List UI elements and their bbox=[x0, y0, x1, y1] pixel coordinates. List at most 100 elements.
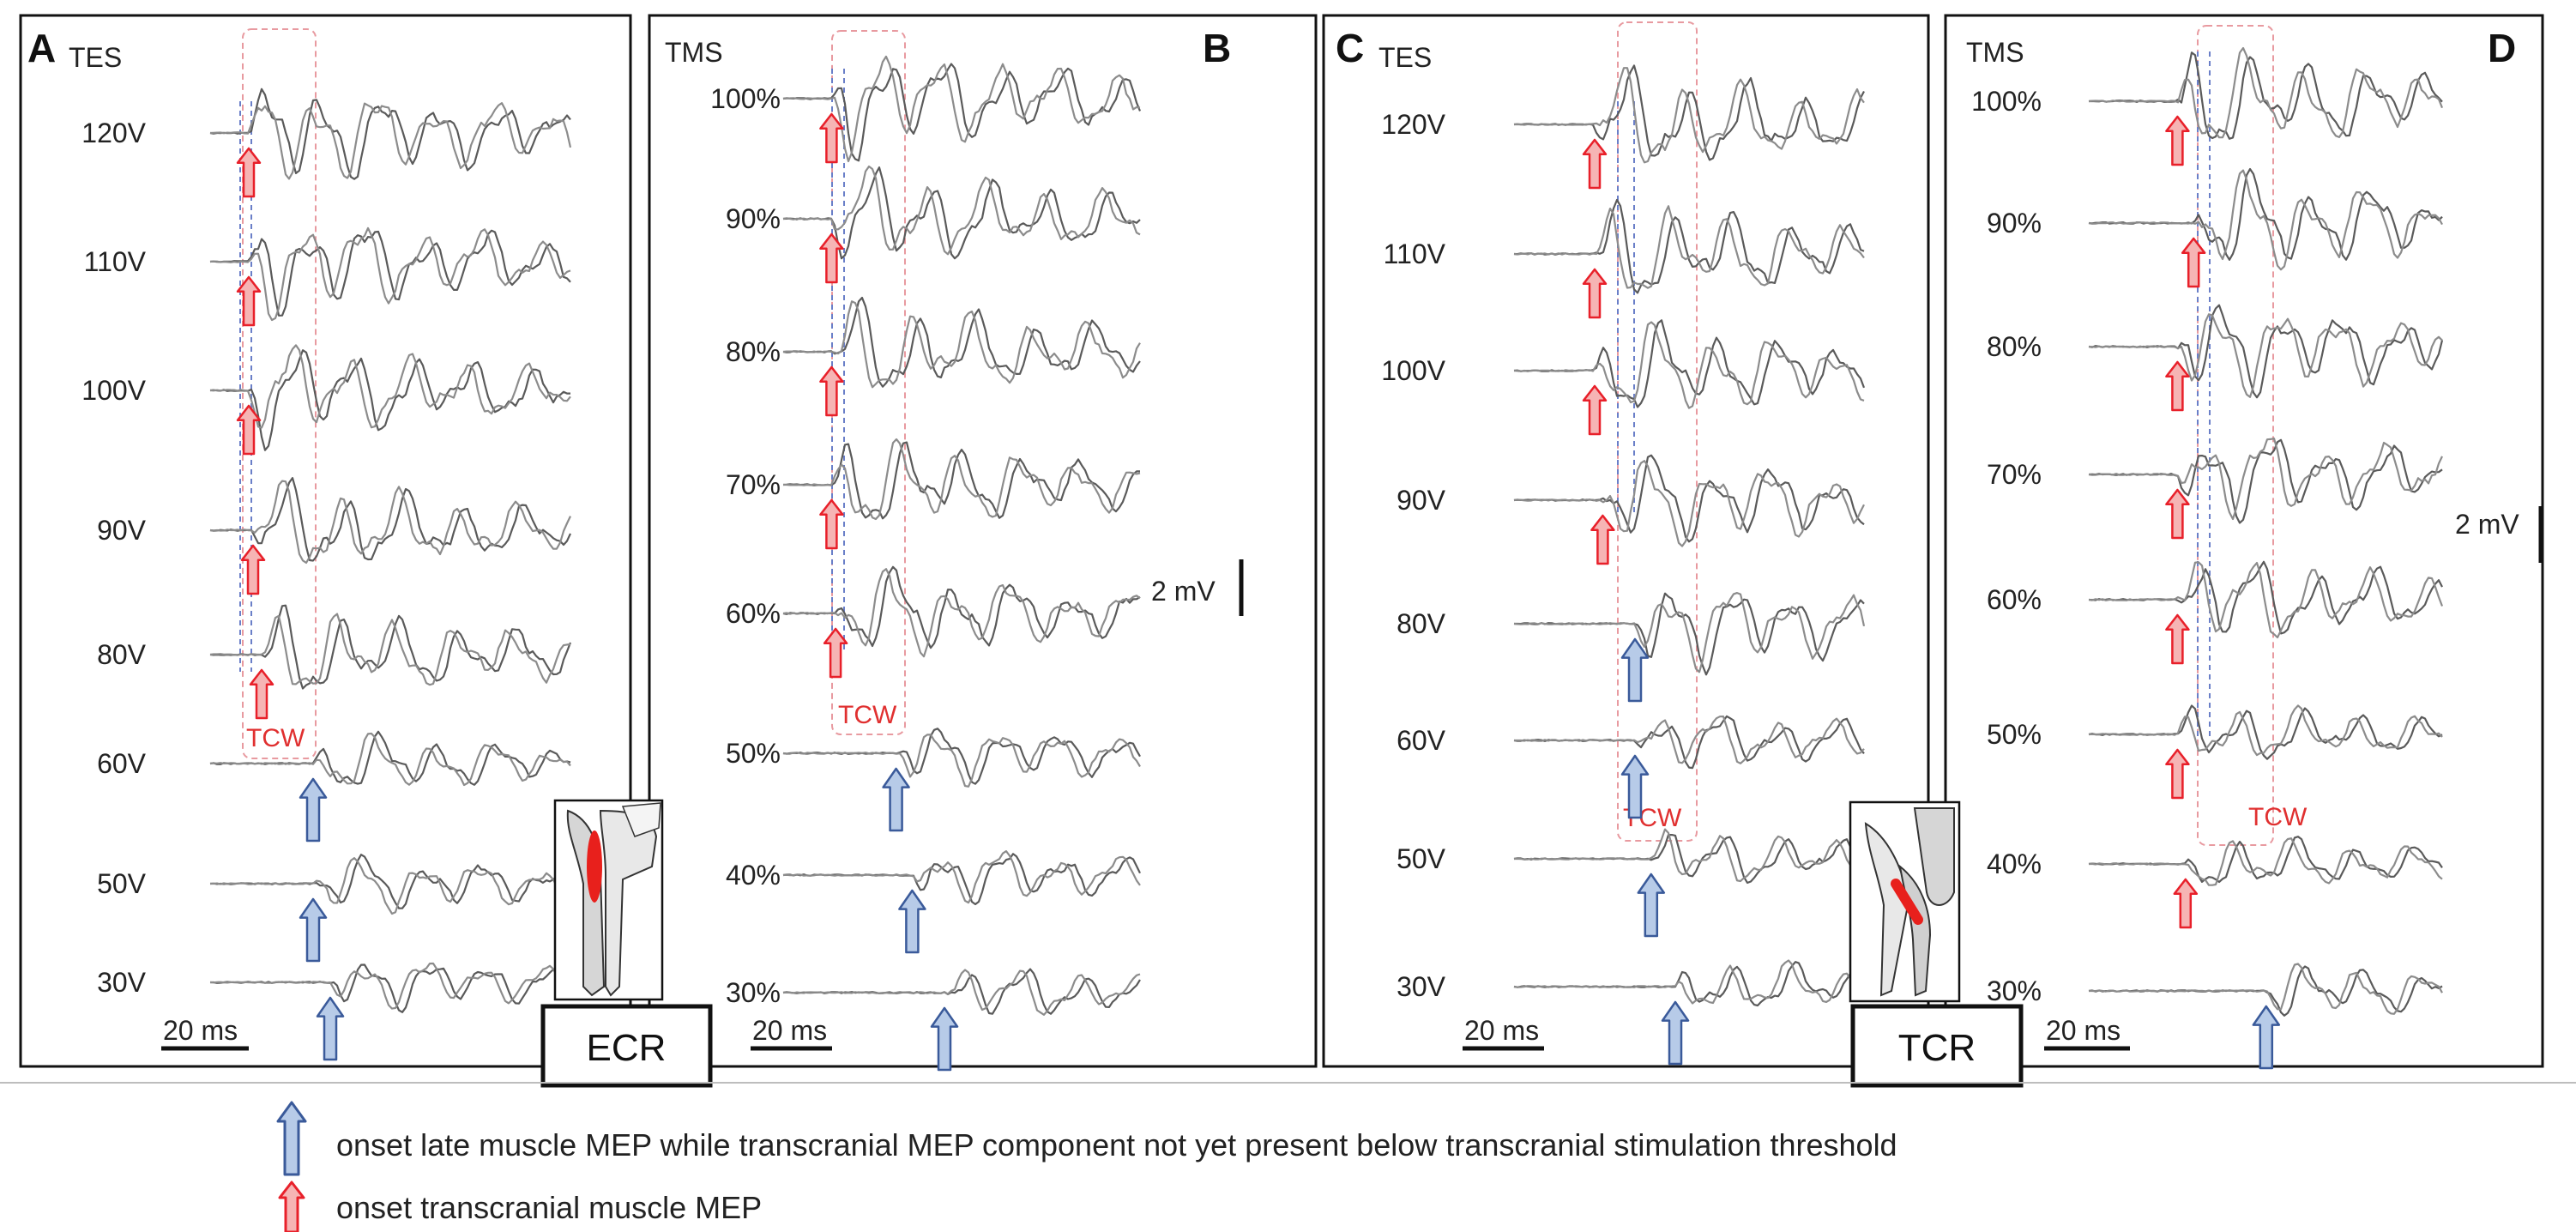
panel-c-mep-trace bbox=[1513, 460, 1865, 547]
panel-b-mep-trace bbox=[782, 441, 1140, 520]
ecr-limb-illustration bbox=[553, 799, 664, 1001]
panel-d-mep-trace bbox=[2088, 51, 2443, 140]
panel-d-intensity-label: 100% bbox=[1971, 86, 2042, 117]
panel-c-intensity-label: 110V bbox=[1384, 239, 1446, 269]
panel-d-mep-trace bbox=[2088, 169, 2443, 271]
panel-d-intensity-label: 30% bbox=[1987, 975, 2042, 1006]
panel-a-frame bbox=[19, 14, 632, 1068]
panel-a-mep-trace bbox=[210, 963, 571, 1013]
panel-d-mep-trace bbox=[2088, 313, 2443, 398]
ecr-muscle-highlight bbox=[587, 830, 602, 903]
panel-a-mep-trace bbox=[209, 477, 571, 562]
panel-d-amplitude-scale-label: 2 mV bbox=[2455, 509, 2519, 540]
panel-d-intensity-label: 90% bbox=[1987, 208, 2042, 239]
panel-d-letter: D bbox=[2488, 26, 2516, 70]
panel-d-red-onset-arrow bbox=[2173, 878, 2199, 929]
panel-a-mep-trace bbox=[209, 102, 572, 180]
panel-c-mep-trace bbox=[1513, 205, 1865, 289]
panel-c-intensity-label: 50V bbox=[1397, 843, 1446, 874]
panel-d-mep-trace bbox=[2088, 167, 2443, 261]
panel-b-mep-trace bbox=[783, 438, 1141, 521]
ecr-label-box bbox=[540, 1004, 713, 1088]
panel-d-red-onset-arrow bbox=[2165, 115, 2190, 166]
panel-a-time-scale-label: 20 ms bbox=[163, 1015, 238, 1046]
panel-a-intensity-label: 80V bbox=[97, 639, 147, 670]
panel-c-time-scale-label: 20 ms bbox=[1464, 1015, 1539, 1046]
panel-a-mep-trace bbox=[209, 349, 570, 451]
panel-d-red-onset-arrow bbox=[2165, 360, 2190, 412]
panel-b-mep-trace bbox=[782, 565, 1141, 649]
panel-c-red-onset-arrow bbox=[1590, 514, 1615, 565]
panel-b-frame bbox=[648, 14, 1318, 1068]
panel-d-intensity-label: 40% bbox=[1987, 849, 2042, 879]
panel-d-red-onset-arrow bbox=[2165, 613, 2190, 665]
panel-b-amplitude-scale-label: 2 mV bbox=[1151, 576, 1216, 607]
panel-d-mep-trace bbox=[2088, 438, 2443, 521]
panel-a-red-onset-arrow bbox=[236, 404, 262, 456]
tcr-muscle-highlight bbox=[1891, 879, 1923, 925]
panel-c-mep-trace bbox=[1513, 321, 1865, 409]
panel-a-mep-trace bbox=[209, 88, 571, 180]
legend-blue-arrow-icon bbox=[276, 1101, 307, 1176]
panel-a-mep-trace bbox=[209, 480, 571, 565]
panel-a-letter: A bbox=[27, 26, 56, 70]
panel-c-title: TES bbox=[1378, 42, 1432, 73]
panel-c-tcw-window bbox=[1617, 21, 1698, 842]
panel-a-red-onset-arrow bbox=[240, 544, 266, 595]
panel-d-mep-trace bbox=[2088, 304, 2444, 399]
panel-a-title: TES bbox=[69, 42, 122, 73]
panel-d-mep-trace bbox=[2088, 837, 2443, 886]
tcr-label: TCR bbox=[1898, 1027, 1976, 1069]
panel-b-letter: B bbox=[1203, 26, 1231, 70]
panel-d-mep-trace bbox=[2089, 963, 2443, 1015]
panel-c-intensity-label: 80V bbox=[1397, 608, 1446, 639]
panel-d-mep-trace bbox=[2088, 438, 2443, 524]
panel-b-mep-trace bbox=[782, 568, 1141, 658]
panel-b-tcw-label: TCW bbox=[838, 701, 897, 729]
panel-b-red-onset-arrow bbox=[819, 233, 844, 284]
panel-b-mep-trace bbox=[782, 165, 1141, 256]
panel-b-mep-trace bbox=[782, 853, 1141, 906]
panel-b-title: TMS bbox=[665, 37, 723, 68]
legend-red-arrow-icon bbox=[278, 1181, 305, 1232]
panel-b-intensity-label: 60% bbox=[726, 598, 781, 629]
panel-a-mep-trace bbox=[209, 962, 571, 1010]
panel-b-blue-onset-arrow bbox=[930, 1006, 959, 1072]
panel-c-blue-onset-arrow bbox=[1637, 873, 1666, 938]
panel-c-letter: C bbox=[1336, 26, 1364, 70]
legend-blue-text: onset late muscle MEP while transcranial… bbox=[336, 1127, 1897, 1163]
panel-b-mep-trace bbox=[782, 850, 1141, 904]
panel-a-red-onset-arrow bbox=[249, 668, 274, 720]
panel-b-intensity-label: 70% bbox=[726, 469, 781, 500]
tcr-label-box bbox=[1850, 1004, 2024, 1088]
ecr-label: ECR bbox=[587, 1027, 667, 1069]
panel-d-mep-trace bbox=[2088, 560, 2443, 635]
panel-d-time-scale-label: 20 ms bbox=[2046, 1015, 2121, 1046]
panel-d-mep-trace bbox=[2088, 704, 2443, 757]
panel-b-mep-trace bbox=[782, 300, 1141, 389]
panel-b-intensity-label: 100% bbox=[710, 83, 781, 114]
panel-b-red-onset-arrow bbox=[819, 498, 844, 550]
panel-c-frame bbox=[1322, 14, 1930, 1068]
panel-a-mep-trace bbox=[209, 229, 571, 317]
panel-a-mep-trace bbox=[209, 613, 571, 686]
panel-b-intensity-label: 30% bbox=[726, 977, 781, 1008]
panel-c-red-onset-arrow bbox=[1582, 268, 1608, 319]
panel-a-mep-trace bbox=[209, 344, 571, 429]
panel-a-mep-trace bbox=[210, 857, 571, 915]
panel-c-blue-onset-arrow bbox=[1620, 637, 1650, 703]
panel-a-intensity-label: 110V bbox=[84, 246, 147, 277]
panel-b-mep-trace bbox=[782, 734, 1141, 788]
panel-b-blue-onset-arrow bbox=[898, 889, 926, 954]
panel-c-blue-onset-arrow bbox=[1661, 1000, 1690, 1066]
panel-b-red-onset-arrow bbox=[819, 112, 844, 164]
panel-c-mep-trace bbox=[1514, 592, 1865, 676]
tcr-limb-illustration bbox=[1849, 800, 1961, 1003]
panel-c-mep-trace bbox=[1513, 64, 1865, 161]
panel-a-blue-onset-arrow bbox=[299, 897, 328, 963]
panel-a-mep-trace bbox=[209, 854, 571, 909]
panel-c-mep-trace bbox=[1514, 716, 1865, 764]
panel-d-intensity-label: 50% bbox=[1987, 719, 2042, 750]
panel-d-tcw-label: TCW bbox=[2248, 803, 2308, 831]
